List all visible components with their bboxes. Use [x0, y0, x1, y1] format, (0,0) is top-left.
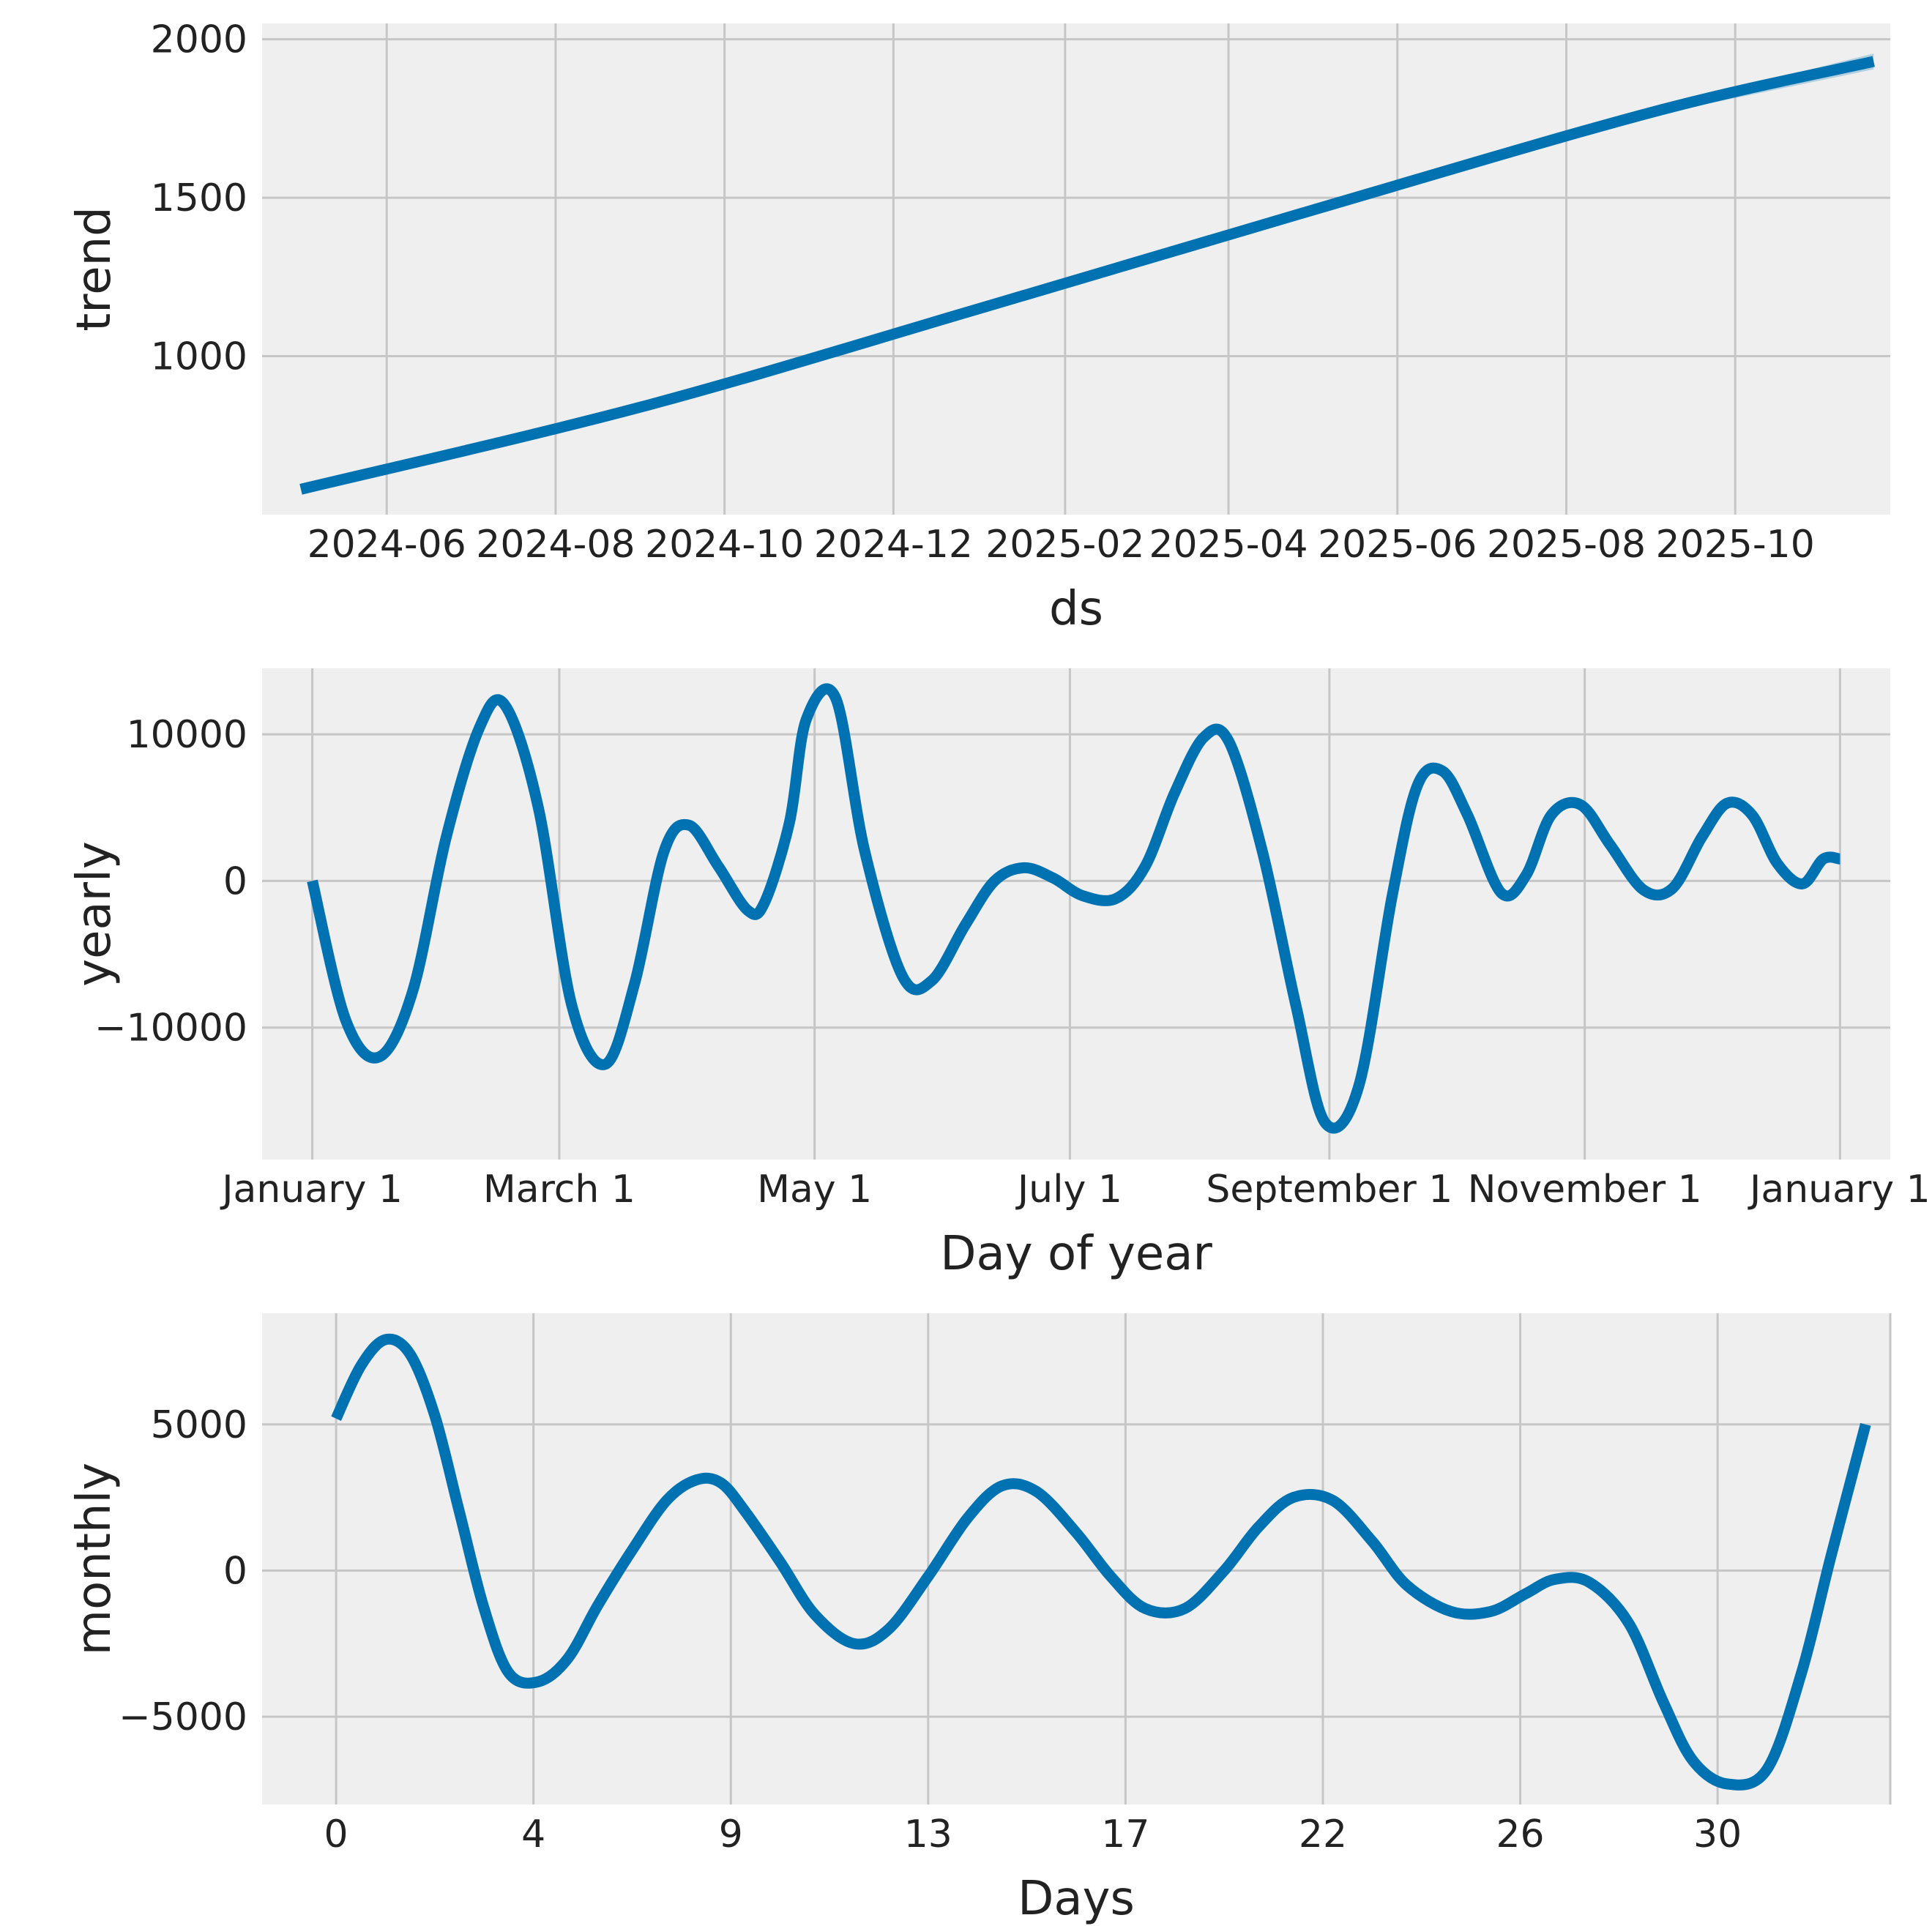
y-axis-label: monthly	[67, 1463, 122, 1655]
x-tick-label: 2025-06	[1318, 523, 1477, 567]
x-tick-label: July 1	[1015, 1168, 1122, 1212]
series-line	[331, 1333, 1871, 1791]
x-tick-label: 4	[521, 1813, 545, 1856]
x-tick-label: 2024-10	[645, 523, 804, 567]
x-tick-label: March 1	[483, 1168, 635, 1212]
series-line	[299, 56, 1875, 495]
plot-area	[262, 1313, 1890, 1804]
x-tick-label: 2024-12	[814, 523, 973, 567]
x-tick-label: 0	[324, 1813, 348, 1856]
x-tick-label: 2024-06	[307, 523, 466, 567]
y-tick-label: −10000	[94, 1007, 247, 1050]
y-tick-label: 0	[223, 1549, 247, 1593]
y-tick-label: 2000	[151, 18, 247, 62]
x-tick-label: January 1	[220, 1168, 403, 1212]
series-line	[307, 683, 1841, 1134]
y-tick-label: 1500	[151, 176, 247, 220]
y-tick-label: 0	[223, 859, 247, 903]
x-tick-label: May 1	[757, 1168, 872, 1212]
x-tick-label: 2025-04	[1149, 523, 1308, 567]
x-tick-label: 13	[904, 1813, 952, 1856]
y-tick-label: −5000	[119, 1695, 247, 1739]
trend-panel: 2024-06 2024-08 2024-10 2024-12 2025-02 2025-…	[67, 18, 1890, 636]
x-tick-label: 30	[1693, 1813, 1742, 1856]
y-axis-label: yearly	[67, 841, 122, 986]
x-tick-label: September 1	[1206, 1168, 1452, 1212]
x-tick-label: November 1	[1468, 1168, 1702, 1212]
x-tick-label: 17	[1101, 1813, 1149, 1856]
x-axis-label: Day of year	[940, 1227, 1212, 1281]
plot-area	[262, 668, 1890, 1160]
y-axis-label: trend	[67, 206, 122, 332]
x-tick-label: 2024-08	[476, 523, 635, 567]
y-tick-label: 1000	[151, 335, 247, 379]
x-axis-label: Days	[1018, 1872, 1135, 1926]
monthly-panel: 0 4 9 13 17 22 26 30 −5000 0 5000 Days monthly	[67, 1313, 1892, 1926]
x-axis-label: ds	[1049, 582, 1103, 636]
yearly-panel: January 1 March 1 May 1 July 1 September 1 No…	[67, 668, 1931, 1281]
y-tick-label: 10000	[127, 713, 247, 757]
y-tick-label: 5000	[151, 1403, 247, 1447]
x-tick-label: 2025-08	[1487, 523, 1646, 567]
x-tick-label: 2025-10	[1656, 523, 1815, 567]
x-tick-label: 22	[1299, 1813, 1347, 1856]
x-tick-label: 2025-02	[985, 523, 1144, 567]
x-tick-label: 26	[1496, 1813, 1544, 1856]
x-tick-label: January 1	[1748, 1168, 1931, 1212]
x-tick-label: 9	[719, 1813, 743, 1856]
